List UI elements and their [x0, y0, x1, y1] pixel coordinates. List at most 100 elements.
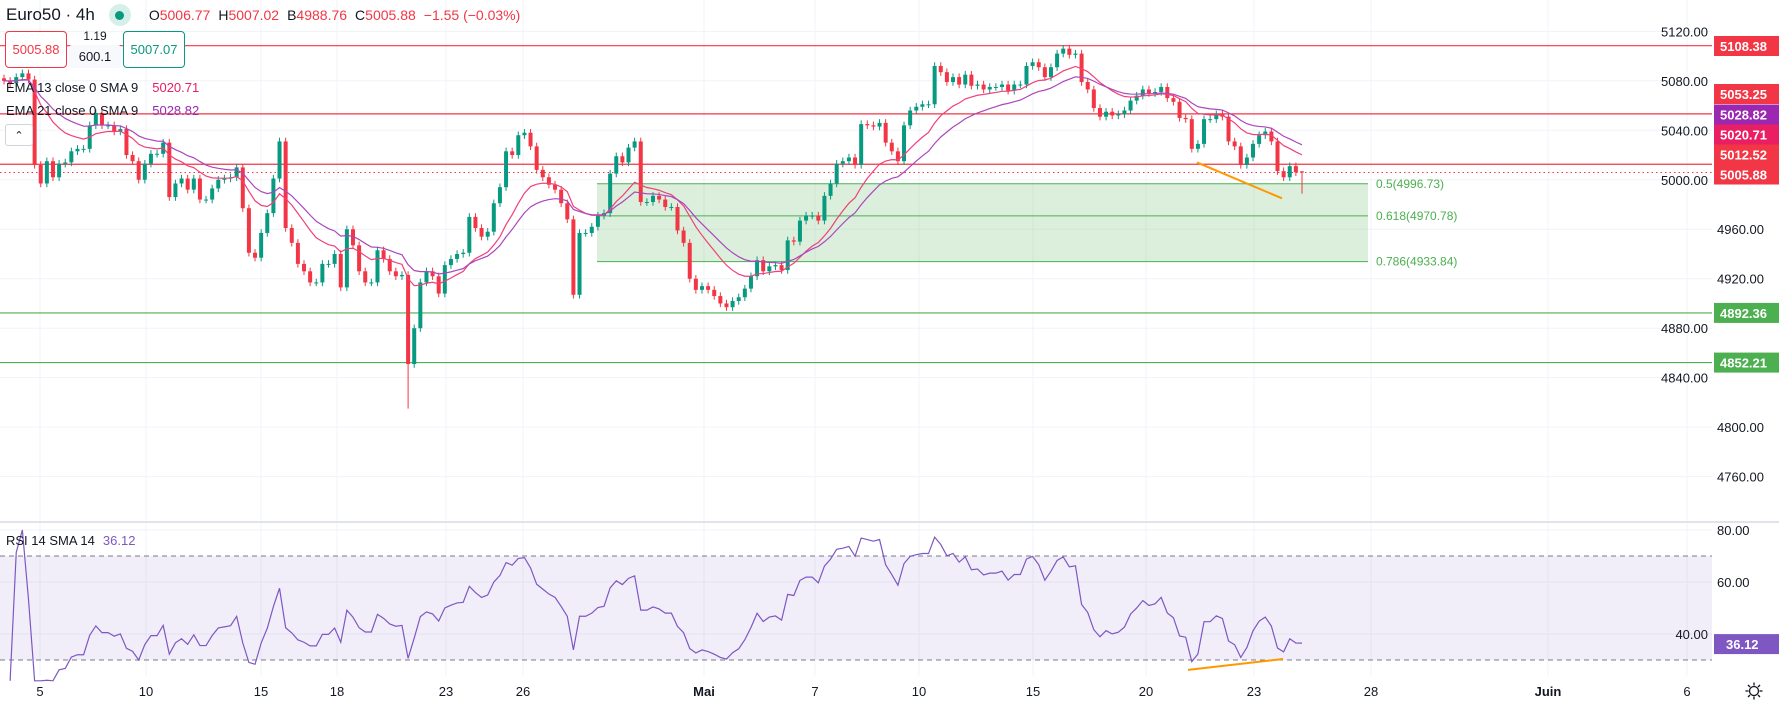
- candle-body: [442, 265, 447, 294]
- candle-body: [712, 289, 717, 297]
- time-axis-label: 6: [1683, 684, 1690, 699]
- candle-body: [332, 253, 337, 264]
- candle-body: [1251, 143, 1256, 158]
- candle-body: [957, 77, 962, 85]
- settings-gear-icon[interactable]: [1744, 681, 1764, 701]
- candle-body: [1085, 82, 1090, 90]
- candle-body: [577, 232, 582, 295]
- candle-body: [853, 157, 858, 165]
- candle-body: [302, 263, 307, 272]
- candle-body: [583, 232, 588, 234]
- candle-body: [540, 169, 545, 178]
- market-status-icon: [108, 4, 131, 26]
- ohlc-c: C5005.88: [355, 6, 416, 23]
- candle-body: [1042, 67, 1047, 78]
- quantity-input[interactable]: 600.1: [69, 45, 121, 68]
- candle-body: [136, 161, 141, 180]
- candle-body: [222, 178, 227, 180]
- candle-body: [846, 157, 851, 162]
- candle-body: [1257, 135, 1262, 144]
- price-axis-label: 4920.00: [1717, 272, 1764, 287]
- price-axis-label: 5000.00: [1661, 173, 1708, 188]
- candle-body: [651, 195, 655, 203]
- candle-body: [1238, 146, 1243, 165]
- time-axis-label: 18: [330, 684, 344, 699]
- candle-body: [485, 231, 490, 237]
- candle-body: [1116, 114, 1121, 116]
- candle-body: [210, 188, 215, 200]
- symbol-title[interactable]: Euro50 · 4h: [6, 5, 95, 24]
- candle-body: [981, 84, 986, 90]
- candle-body: [350, 229, 355, 246]
- candle-body: [1269, 131, 1274, 142]
- candle-body: [216, 179, 221, 189]
- candle-body: [742, 288, 747, 298]
- rsi-trendline: [1187, 657, 1284, 671]
- candle-body: [1110, 111, 1115, 116]
- candle-body: [608, 173, 613, 214]
- price-tag-bg: [1714, 84, 1779, 104]
- candle-body: [26, 73, 31, 80]
- candle-body: [571, 219, 576, 295]
- ema13-line: [3, 65, 1303, 287]
- candle-body: [1036, 62, 1041, 68]
- candle-body: [1122, 110, 1127, 115]
- candle-body: [1030, 62, 1035, 66]
- candle-body: [657, 195, 662, 200]
- candle-body: [99, 112, 104, 126]
- candle-body: [699, 286, 704, 290]
- rsi-axis-label: 60.00: [1717, 575, 1750, 590]
- candle-body: [1073, 53, 1078, 55]
- candle-body: [938, 65, 943, 73]
- candle-body: [822, 195, 827, 221]
- candle-body: [785, 240, 790, 271]
- indicator-ema21[interactable]: EMA 21 close 0 SMA 9 5028.82: [6, 103, 199, 118]
- price-tag: 5020.71: [1714, 124, 1779, 145]
- time-axis-label: 10: [139, 684, 153, 699]
- candle-body: [253, 252, 258, 258]
- candle-body: [173, 183, 178, 198]
- time-axis-label: 20: [1139, 684, 1153, 699]
- candle-body: [191, 178, 196, 190]
- candle-body: [1195, 143, 1200, 149]
- candle-body: [804, 215, 809, 221]
- candle-body: [2, 78, 6, 81]
- candle-body: [1018, 84, 1023, 86]
- rsi-legend[interactable]: RSI 14 SMA 14 36.12: [6, 533, 135, 548]
- candle-body: [791, 240, 796, 242]
- price-tag: 5005.88: [1714, 164, 1779, 185]
- candle-body: [393, 271, 398, 277]
- collapse-legend-button[interactable]: ⌃: [5, 124, 33, 146]
- candle-body: [326, 263, 331, 265]
- candle-body: [289, 228, 294, 243]
- fib-level-label: 0.786(4933.84): [1376, 255, 1457, 269]
- candle-body: [1012, 84, 1017, 91]
- sell-button[interactable]: 5005.88: [5, 31, 67, 68]
- candle-body: [155, 153, 160, 155]
- candle-body: [308, 271, 313, 283]
- candle-body: [1232, 141, 1237, 147]
- candle-body: [259, 232, 264, 258]
- indicator-label: EMA 13 close 0 SMA 9: [6, 80, 139, 95]
- price-tag-label: 5053.25: [1720, 87, 1767, 102]
- candle-body: [1202, 119, 1207, 144]
- candle-body: [883, 122, 888, 143]
- time-axis-label: 5: [36, 684, 43, 699]
- time-axis-label: 15: [1026, 684, 1040, 699]
- candle-body: [1281, 171, 1286, 178]
- candle-body: [63, 162, 68, 164]
- candle-body: [491, 203, 496, 232]
- time-axis-label: 23: [1247, 684, 1261, 699]
- candle-body: [418, 282, 423, 329]
- ohlc-o: O5006.77: [148, 6, 211, 23]
- indicator-ema13[interactable]: EMA 13 close 0 SMA 9 5020.71: [6, 80, 199, 95]
- candle-body: [859, 124, 864, 165]
- candle-body: [516, 135, 521, 156]
- candle-body: [761, 260, 766, 272]
- candle-body: [1159, 86, 1164, 92]
- candle-body: [204, 199, 209, 201]
- candle-body: [932, 65, 937, 105]
- price-change: −1.55 (−0.03%): [423, 7, 521, 23]
- buy-button[interactable]: 5007.07: [123, 31, 185, 68]
